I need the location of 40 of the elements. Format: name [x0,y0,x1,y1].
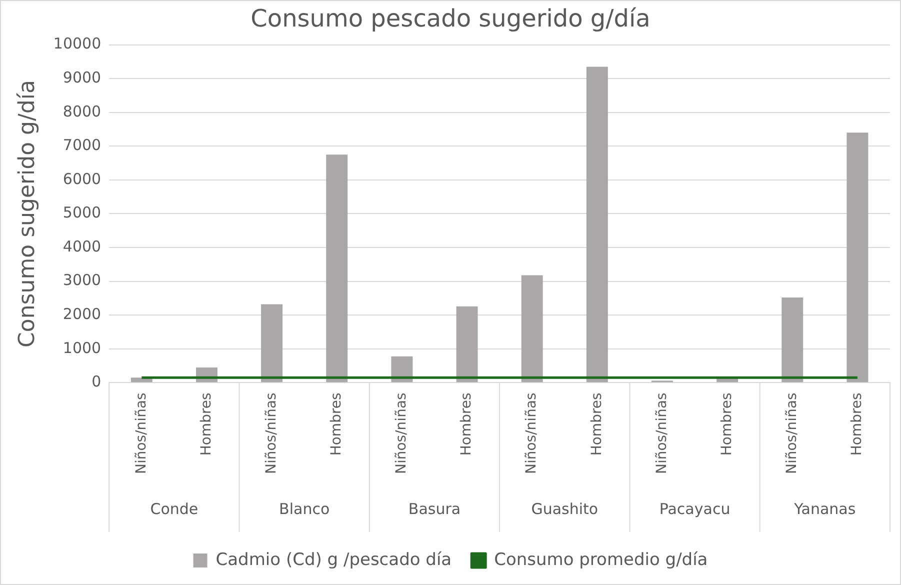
bar [782,298,804,382]
text: Yananas [793,500,856,518]
x-tick-label: Niños/niñas [263,392,280,474]
y-tick-label: 4000 [62,237,102,256]
y-tick-label: 10000 [53,34,102,53]
x-tick-label: Hombres [849,392,866,456]
x-tick-label: Niños/niñas [133,392,150,474]
y-tick-label: 8000 [62,102,102,120]
bar [521,275,543,382]
y-tick-label: 3000 [62,271,102,290]
y-axis-title: Consumo sugerido g/día [14,80,40,348]
y-tick-label: 5000 [62,204,102,222]
bar [326,154,348,382]
text: Guashito [531,500,598,518]
y-tick-label: 1000 [62,338,102,357]
x-tick-label: Hombres [718,392,735,456]
text: Pacayacu [659,500,730,518]
x-tick-label: Niños/niñas [524,392,540,474]
bar [456,306,478,382]
text: Basura [408,500,461,518]
bar [586,66,608,382]
legend-label: Cadmio (Cd) g /pescado día [216,550,452,570]
y-tick-label: 7000 [62,136,102,154]
y-tick-label: 0 [92,372,102,391]
y-tick-label: 9000 [62,68,102,86]
x-tick-label: Hombres [198,392,214,456]
legend-label: Consumo promedio g/día [494,550,708,570]
x-tick-label: Niños/niñas [394,392,410,474]
x-tick-label: Niños/niñas [654,392,670,474]
text: Blanco [279,500,330,518]
x-tick-label: Hombres [458,392,475,456]
chart-title: Consumo pescado sugerido g/día [250,4,650,33]
y-tick-label: 2000 [62,304,102,323]
text: Conde [150,500,198,518]
x-tick-label: Hombres [588,392,605,456]
x-tick-label: Niños/niñas [784,392,800,474]
y-tick-label: 6000 [62,170,102,188]
x-tick-label: Hombres [328,392,345,456]
bar [846,132,868,382]
bar [261,304,283,382]
